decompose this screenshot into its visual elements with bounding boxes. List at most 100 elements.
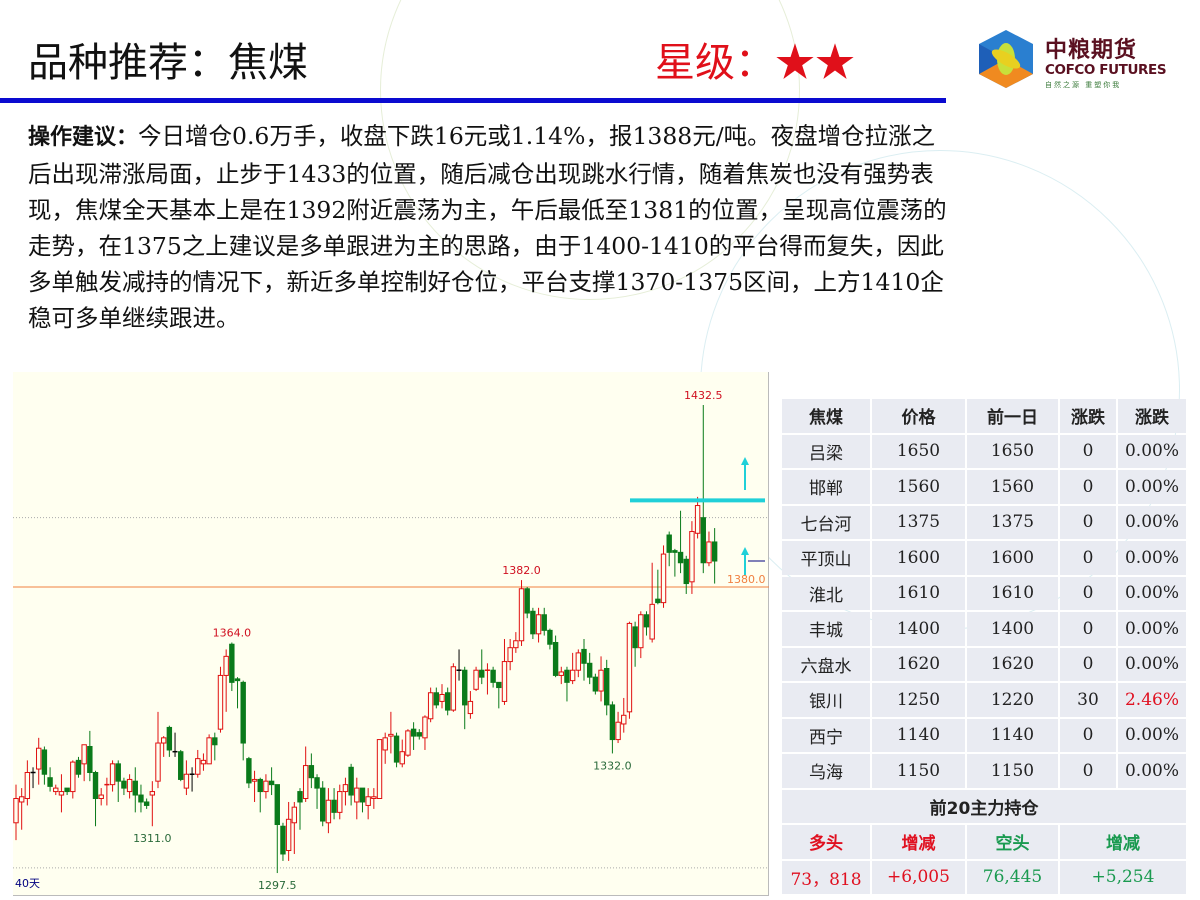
candle-body — [195, 758, 201, 775]
table-cell: 1610 — [872, 576, 965, 610]
candle-body — [694, 505, 701, 534]
candle-body — [490, 669, 496, 683]
advice-line: 走势，在1375之上建议是多单跟进为主的思路，由于1400-1410的平台得而复… — [28, 232, 944, 260]
table-cell: 1400 — [872, 612, 965, 646]
col-header: 涨跌 — [1118, 399, 1186, 433]
candle-body — [700, 517, 706, 564]
candle-body — [308, 765, 315, 779]
candle-body — [365, 796, 371, 806]
col-header: 焦煤 — [782, 399, 870, 433]
table-cell: 六盘水 — [782, 647, 870, 681]
candle-body — [348, 766, 354, 796]
candle-body — [143, 801, 150, 806]
candle-body — [677, 551, 684, 564]
candle-body — [683, 558, 689, 585]
candle-body — [342, 784, 349, 793]
table-cell: 吕梁 — [782, 434, 870, 468]
positions-title-row: 前20主力持仓 — [782, 789, 1186, 823]
advice-line: 稳可多单继续跟进。 — [28, 304, 240, 332]
candle-body — [660, 553, 667, 604]
table-cell: 1560 — [872, 470, 965, 504]
table-row: 邯郸 1560 1560 0 0.00% — [782, 470, 1186, 504]
candle-body — [427, 692, 434, 720]
col-header: 涨跌 — [1060, 399, 1116, 433]
candle-body — [297, 791, 303, 803]
candlestick-chart[interactable]: 1380.0 1432.5 1382.0 1364.0 1311.0 1297.5 1332… — [13, 372, 769, 896]
table-row: 淮北 1610 1610 0 0.00% — [782, 576, 1186, 610]
table-cell: 1400 — [967, 612, 1058, 646]
table-cell: 西宁 — [782, 718, 870, 752]
table-cell: 丰城 — [782, 612, 870, 646]
chart-canvas: 1380.0 1432.5 1382.0 1364.0 1311.0 1297.5 1332… — [13, 389, 769, 892]
candle-body — [462, 669, 468, 706]
candle-body — [416, 732, 422, 737]
candle-body — [444, 692, 451, 711]
positions-values-row: 73，818 +6,005 76,445 +5,254 — [782, 860, 1186, 894]
table-cell: 1600 — [872, 541, 965, 575]
candle-body — [320, 787, 326, 822]
candle-body — [575, 652, 582, 671]
table-cell: 0 — [1060, 647, 1116, 681]
table-row: 平顶山 1600 1600 0 0.00% — [782, 541, 1186, 575]
rating-label: 星级： — [655, 40, 775, 85]
table-cell: 1560 — [967, 470, 1058, 504]
candle-body — [302, 765, 309, 800]
table-row: 六盘水 1620 1620 0 0.00% — [782, 647, 1186, 681]
candle-body — [399, 751, 405, 765]
candle-body — [376, 739, 383, 800]
candle-body — [632, 626, 638, 649]
candle-body — [524, 588, 530, 614]
candle-body — [405, 730, 411, 756]
table-cell: 0 — [1060, 541, 1116, 575]
candle-body — [138, 794, 144, 803]
candle-body — [501, 661, 508, 702]
price-table: 焦煤 价格 前一日 涨跌 涨跌 吕梁 1650 1650 0 0.00% 邯郸 1560 15… — [780, 397, 1188, 896]
positions-header-row: 多头 增减 空头 增减 — [782, 825, 1186, 859]
table-cell: 0 — [1060, 718, 1116, 752]
table-cell: 0 — [1060, 754, 1116, 788]
table-cell: 0.00% — [1118, 647, 1186, 681]
candle-body — [229, 643, 235, 683]
candle-body — [371, 796, 377, 800]
candle-body — [331, 799, 337, 813]
title-divider — [0, 98, 946, 103]
candle-body — [87, 745, 93, 774]
extreme-price-label: 1364.0 — [213, 626, 252, 639]
short-header: 空头 — [967, 825, 1058, 859]
candle-body — [541, 614, 547, 631]
candle-body — [558, 671, 564, 676]
candle-body — [126, 778, 133, 793]
candle-body — [263, 780, 269, 793]
candle-body — [58, 791, 65, 796]
candle-body — [507, 647, 513, 663]
advice-line: 后出现滞涨局面，止步于1433的位置，随后减仓出现跳水行情，随着焦炭也没有强势表 — [28, 160, 934, 188]
cofco-logo: 中粮期货 COFCO FUTURES 自然之源 重塑你我 — [975, 28, 1175, 92]
short-value: 76,445 — [967, 860, 1058, 894]
table-row: 银川 1250 1220 30 2.46% — [782, 683, 1186, 717]
table-cell: 1150 — [872, 754, 965, 788]
candle-body — [206, 737, 212, 765]
candle-body — [36, 747, 42, 770]
table-cell: 1375 — [872, 505, 965, 539]
candle-body — [666, 534, 672, 553]
table-cell: 邯郸 — [782, 470, 870, 504]
candle-body — [183, 773, 190, 789]
candle-body — [268, 780, 275, 786]
advice-line: 现，焦煤全天基本上是在1392附近震荡为主，午后最低至1381的位置，呈现高位震… — [28, 196, 947, 224]
table-header-row: 焦煤 价格 前一日 涨跌 涨跌 — [782, 399, 1186, 433]
candle-body — [246, 758, 252, 784]
candle-body — [638, 614, 644, 649]
long-change-value: +6,005 — [872, 860, 965, 894]
candle-body — [257, 778, 263, 793]
table-cell: 0.00% — [1118, 718, 1186, 752]
table-cell: 1150 — [967, 754, 1058, 788]
candle-body — [479, 669, 485, 678]
table-cell: 30 — [1060, 683, 1116, 717]
candle-body — [121, 780, 127, 789]
candle-body — [626, 622, 633, 713]
period-label[interactable]: 40天 — [15, 877, 40, 890]
table-cell: 0 — [1060, 505, 1116, 539]
extreme-price-label: 1382.0 — [502, 564, 541, 577]
candle-body — [393, 735, 400, 763]
table-cell: 1610 — [967, 576, 1058, 610]
